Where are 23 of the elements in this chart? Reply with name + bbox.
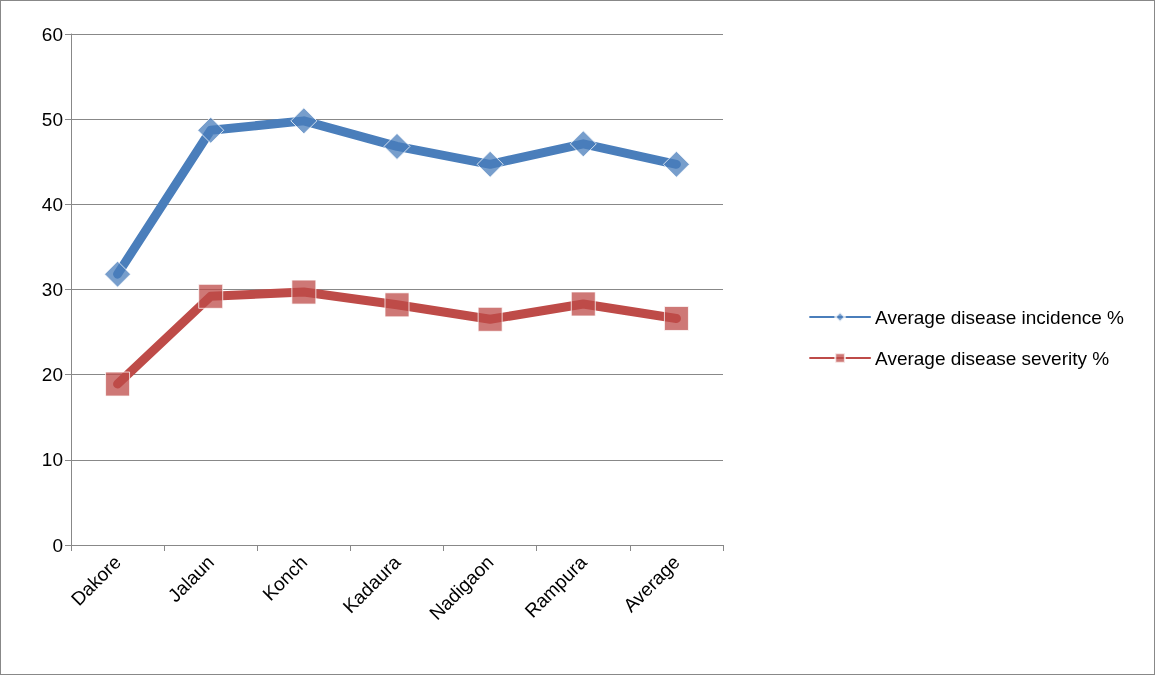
- point: [384, 292, 410, 318]
- point: [198, 283, 224, 309]
- y-tick-label: 0: [52, 534, 63, 556]
- point: [569, 130, 597, 158]
- point: [197, 116, 225, 144]
- legend-label: Average disease incidence %: [875, 306, 1125, 328]
- legend-label: Average disease severity %: [875, 347, 1110, 369]
- point: [105, 371, 131, 397]
- y-tick-label: 40: [41, 193, 63, 215]
- point: [662, 150, 690, 178]
- point: [291, 279, 317, 305]
- y-tick-label: 50: [41, 108, 63, 130]
- point: [104, 260, 132, 288]
- point: [570, 291, 596, 317]
- point: [290, 107, 318, 135]
- y-tick-label: 20: [41, 364, 63, 386]
- point: [476, 150, 504, 178]
- point: [663, 305, 689, 331]
- y-tick-label: 10: [41, 449, 63, 471]
- point: [477, 306, 503, 332]
- y-tick-label: 60: [41, 23, 63, 45]
- y-tick-label: 30: [41, 279, 63, 300]
- point: [383, 132, 411, 160]
